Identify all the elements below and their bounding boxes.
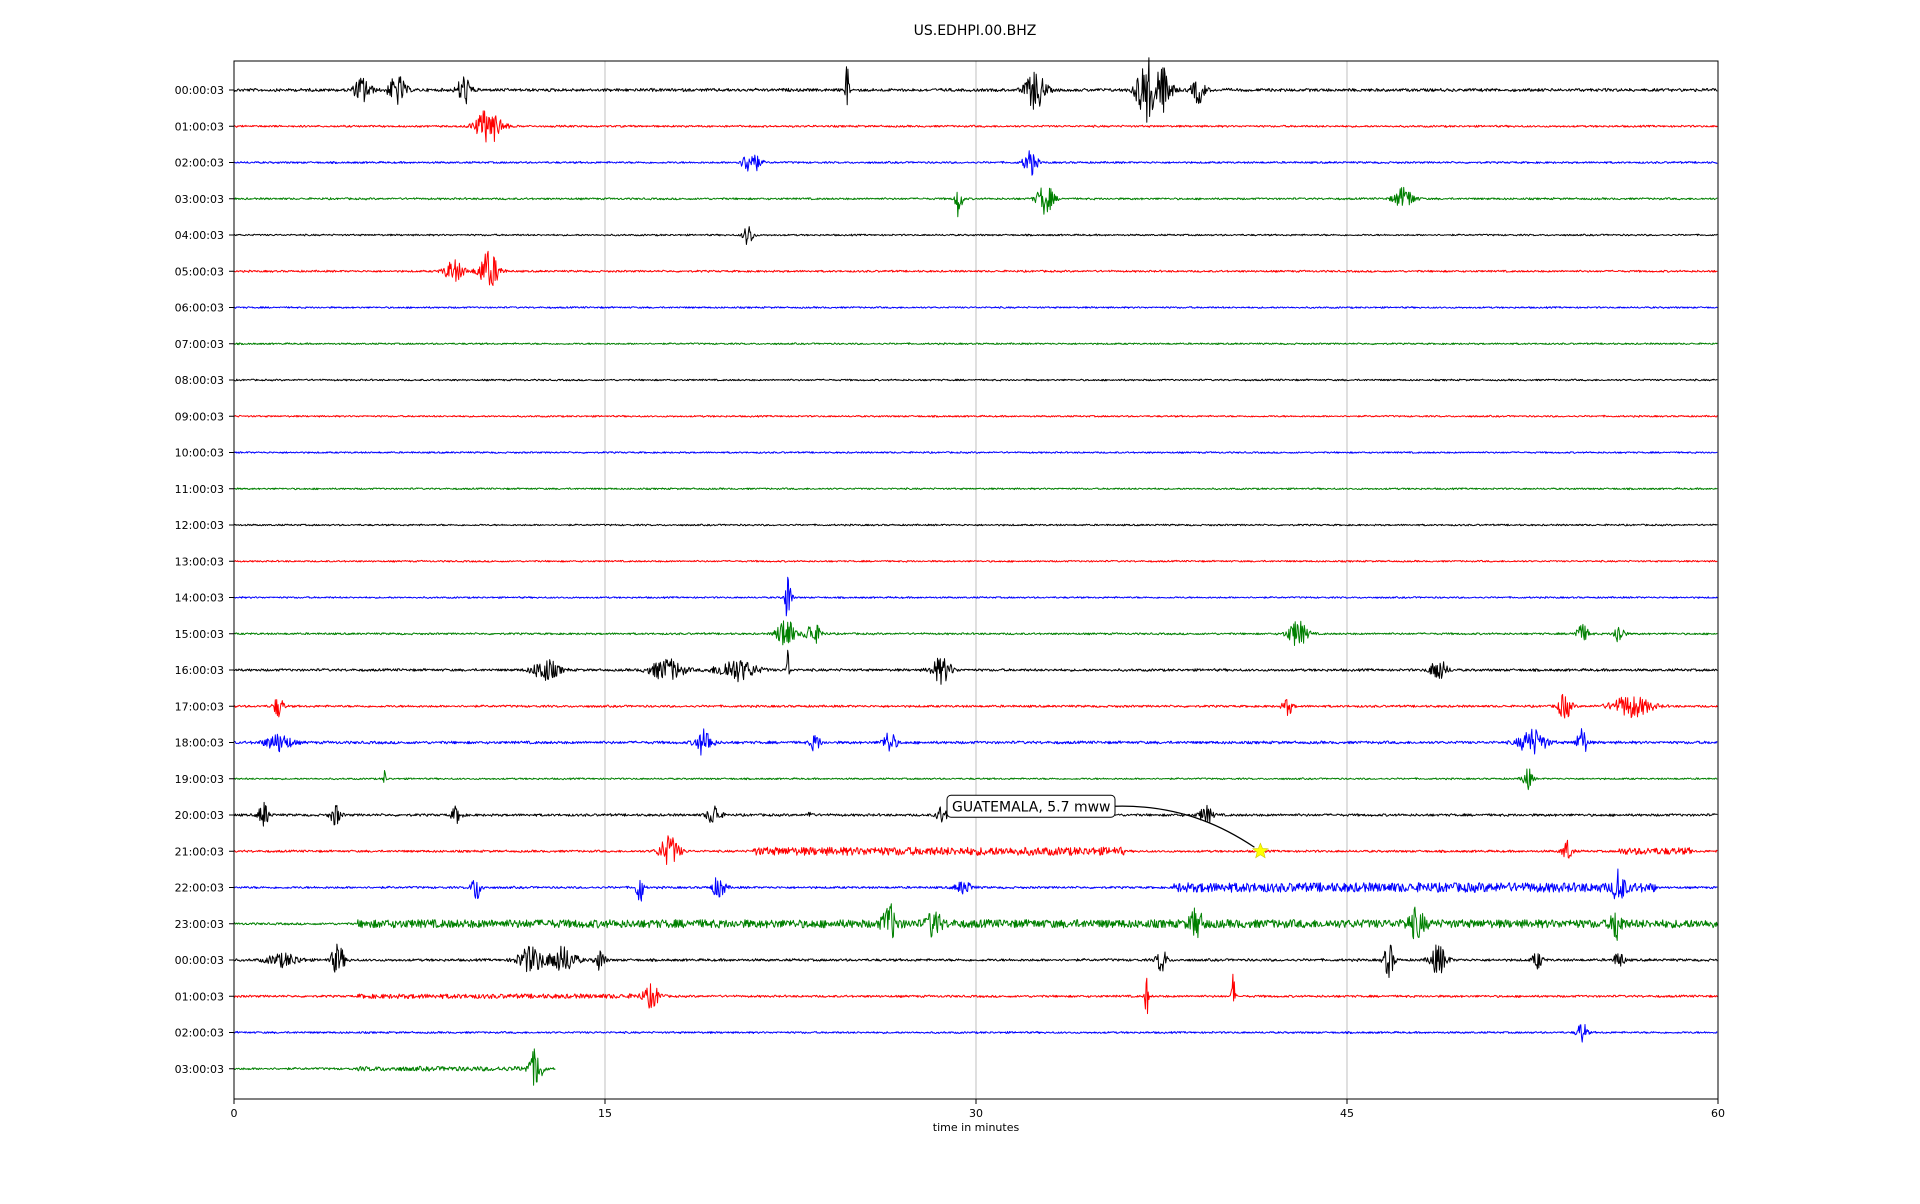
- row-label: 10:00:03: [175, 447, 224, 460]
- trace-row-1: [233, 110, 1718, 143]
- row-label: 00:00:03: [175, 84, 224, 97]
- x-tick-label: 0: [231, 1107, 238, 1120]
- x-axis-label: time in minutes: [933, 1121, 1020, 1134]
- x-tick-label: 30: [969, 1107, 983, 1120]
- trace-rows: [233, 57, 1718, 1086]
- row-label: 18:00:03: [175, 737, 224, 750]
- trace-row-2: [233, 150, 1718, 176]
- trace-row-26: [233, 1024, 1718, 1043]
- trace-row-25: [233, 973, 1718, 1015]
- trace-row-24: [233, 943, 1718, 978]
- row-label: 00:00:03: [175, 954, 224, 967]
- trace-row-4: [233, 226, 1718, 245]
- row-label: 07:00:03: [175, 338, 224, 351]
- trace-row-10: [233, 451, 1718, 454]
- row-label: 13:00:03: [175, 555, 224, 568]
- x-tick-label: 60: [1711, 1107, 1725, 1120]
- row-label: 08:00:03: [175, 374, 224, 387]
- row-label: 15:00:03: [175, 628, 224, 641]
- trace-row-0: [233, 57, 1718, 123]
- trace-row-7: [233, 342, 1718, 346]
- trace-row-9: [233, 414, 1718, 418]
- trace-row-6: [233, 306, 1718, 309]
- x-axis-ticks: 0 15 30 45 60: [231, 1099, 1725, 1120]
- event-star-marker: [1252, 842, 1269, 859]
- row-label: 09:00:03: [175, 410, 224, 423]
- row-label: 16:00:03: [175, 664, 224, 677]
- row-label: 23:00:03: [175, 918, 224, 931]
- row-label: 03:00:03: [175, 193, 224, 206]
- event-annotation: GUATEMALA, 5.7 mww: [946, 794, 1269, 859]
- row-label: 14:00:03: [175, 592, 224, 605]
- trace-row-23: [233, 903, 1718, 941]
- row-label: 22:00:03: [175, 882, 224, 895]
- trace-row-3: [233, 186, 1718, 218]
- row-label: 04:00:03: [175, 229, 224, 242]
- trace-row-5: [233, 250, 1718, 286]
- vertical-gridlines: [604, 61, 1348, 1099]
- trace-row-27: [233, 1048, 556, 1086]
- x-tick-label: 15: [598, 1107, 612, 1120]
- row-label: 11:00:03: [175, 483, 224, 496]
- trace-row-15: [233, 620, 1718, 646]
- row-label: 12:00:03: [175, 519, 224, 532]
- row-label: 01:00:03: [175, 120, 224, 133]
- trace-row-14: [233, 576, 1718, 617]
- chart-title: US.EDHPI.00.BHZ: [914, 23, 1037, 39]
- row-label: 19:00:03: [175, 773, 224, 786]
- trace-row-12: [233, 523, 1718, 527]
- row-label: 20:00:03: [175, 809, 224, 822]
- trace-row-11: [233, 487, 1718, 491]
- row-label: 06:00:03: [175, 302, 224, 315]
- row-time-labels: 00:00:03 01:00:03 02:00:03 03:00:03 04:00:03…: [175, 84, 234, 1076]
- row-label: 01:00:03: [175, 990, 224, 1003]
- annotation-arrow: [1114, 805, 1255, 848]
- trace-row-16: [234, 649, 1718, 685]
- annotation-label: GUATEMALA, 5.7 mww: [952, 799, 1111, 815]
- trace-row-8: [233, 378, 1718, 382]
- trace-row-17: [233, 693, 1718, 719]
- trace-row-19: [233, 768, 1718, 791]
- row-label: 17:00:03: [175, 700, 224, 713]
- row-label: 02:00:03: [175, 1027, 224, 1040]
- x-tick-label: 45: [1340, 1107, 1354, 1120]
- row-label: 03:00:03: [175, 1063, 224, 1076]
- row-label: 05:00:03: [175, 265, 224, 278]
- trace-row-21: [233, 835, 1718, 865]
- trace-row-13: [233, 559, 1718, 563]
- trace-row-18: [233, 728, 1718, 756]
- row-label: 02:00:03: [175, 157, 224, 170]
- annotation-box: [946, 794, 1116, 818]
- row-label: 21:00:03: [175, 845, 224, 858]
- trace-row-22: [233, 868, 1718, 902]
